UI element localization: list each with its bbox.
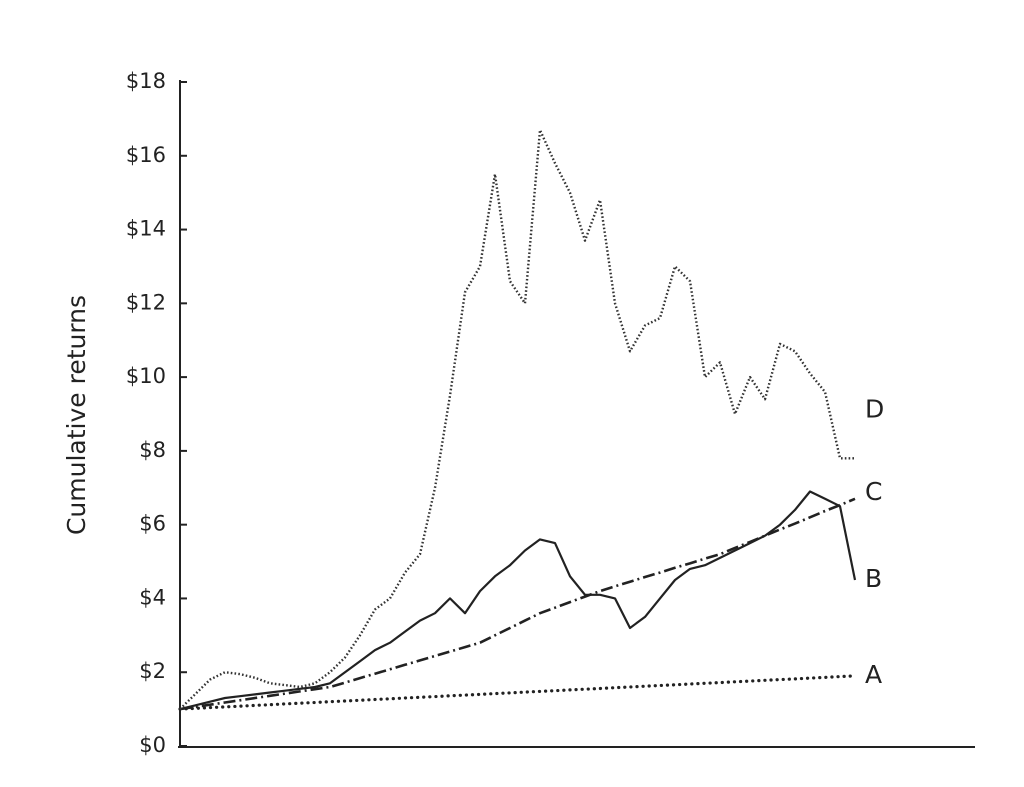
y-tick-label: $12 (126, 290, 166, 314)
series-line (179, 128, 855, 710)
series-line (179, 497, 856, 711)
y-tick-label: $6 (139, 512, 166, 536)
y-tick-label: $8 (139, 438, 166, 462)
series-label: A (865, 660, 882, 689)
series-label: B (865, 564, 882, 593)
y-axis-label: Cumulative returns (62, 295, 91, 535)
series-line (179, 490, 857, 711)
y-tick-label: $4 (139, 585, 166, 609)
series-label: C (865, 477, 882, 506)
y-tick-label: $18 (126, 69, 166, 93)
series-line (178, 674, 857, 711)
y-tick-label: $10 (126, 364, 166, 388)
y-tick-label: $14 (126, 217, 166, 241)
y-tick-label: $0 (139, 733, 166, 757)
y-tick-label: $2 (139, 659, 166, 683)
series-label: D (865, 394, 884, 423)
y-tick-label: $16 (126, 143, 166, 167)
